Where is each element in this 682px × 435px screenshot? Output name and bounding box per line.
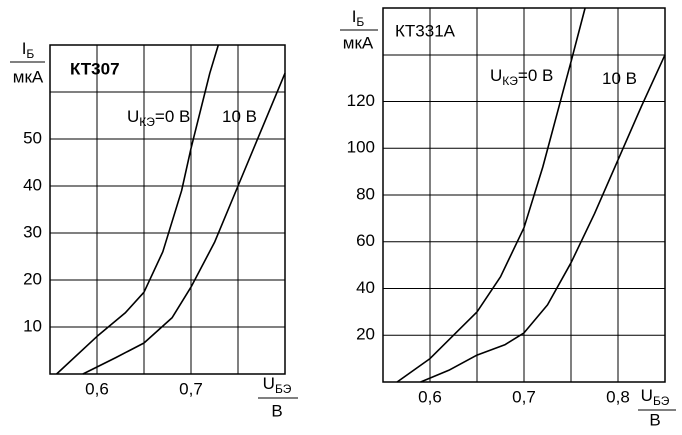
y-axis-unit: мкА [13, 67, 44, 86]
y-tick-label: 50 [23, 128, 42, 147]
y-axis-label: IБ [352, 7, 365, 29]
chart-title: КТ331А [395, 21, 456, 40]
y-tick-label: 10 [23, 316, 42, 335]
curve [82, 72, 286, 375]
annotation: UКЭ=0 В [127, 107, 190, 129]
subscript: Б [26, 47, 34, 61]
symbol: U [490, 66, 502, 85]
subscript: БЭ [275, 382, 292, 396]
symbol: I [352, 7, 357, 26]
x-tick-label: 0,7 [179, 379, 203, 398]
y-tick-label: 20 [23, 269, 42, 288]
curve [396, 7, 586, 383]
subscript: КЭ [502, 74, 518, 88]
y-tick-label: 80 [356, 184, 375, 203]
plot-frame [49, 44, 286, 375]
chart-title: КТ307 [70, 59, 120, 78]
plot-frame [382, 7, 666, 383]
x-tick-label: 0,6 [418, 387, 442, 406]
text: =0 В [155, 107, 190, 126]
symbol: I [22, 39, 27, 58]
annotation: 10 В [222, 107, 257, 126]
y-axis-label: IБ [22, 39, 35, 61]
symbol: U [263, 374, 275, 393]
symbol: U [641, 386, 653, 405]
text: =0 В [518, 66, 553, 85]
symbol: U [127, 107, 139, 126]
y-tick-label: 100 [347, 138, 375, 157]
y-tick-label: 60 [356, 231, 375, 250]
y-tick-label: 40 [23, 175, 42, 194]
x-axis-label: UБЭ [641, 386, 670, 408]
x-axis-unit: В [271, 401, 282, 420]
curve [56, 44, 220, 375]
y-axis-unit: мкА [343, 33, 374, 52]
x-tick-label: 0,6 [85, 379, 109, 398]
subscript: Б [356, 15, 364, 29]
text: 10 В [602, 69, 637, 88]
subscript: БЭ [653, 394, 670, 408]
annotation: 10 В [602, 69, 637, 88]
y-tick-label: 30 [23, 222, 42, 241]
x-axis-unit: В [649, 410, 660, 429]
subscript: КЭ [139, 115, 155, 129]
x-tick-label: 0,7 [512, 387, 536, 406]
y-tick-label: 20 [356, 325, 375, 344]
x-axis-label: UБЭ [263, 374, 292, 396]
curve [420, 54, 666, 383]
annotation: UКЭ=0 В [490, 66, 553, 88]
y-tick-label: 120 [347, 91, 375, 110]
text: 10 В [222, 107, 257, 126]
x-tick-label: 0,8 [606, 387, 630, 406]
y-tick-label: 40 [356, 278, 375, 297]
